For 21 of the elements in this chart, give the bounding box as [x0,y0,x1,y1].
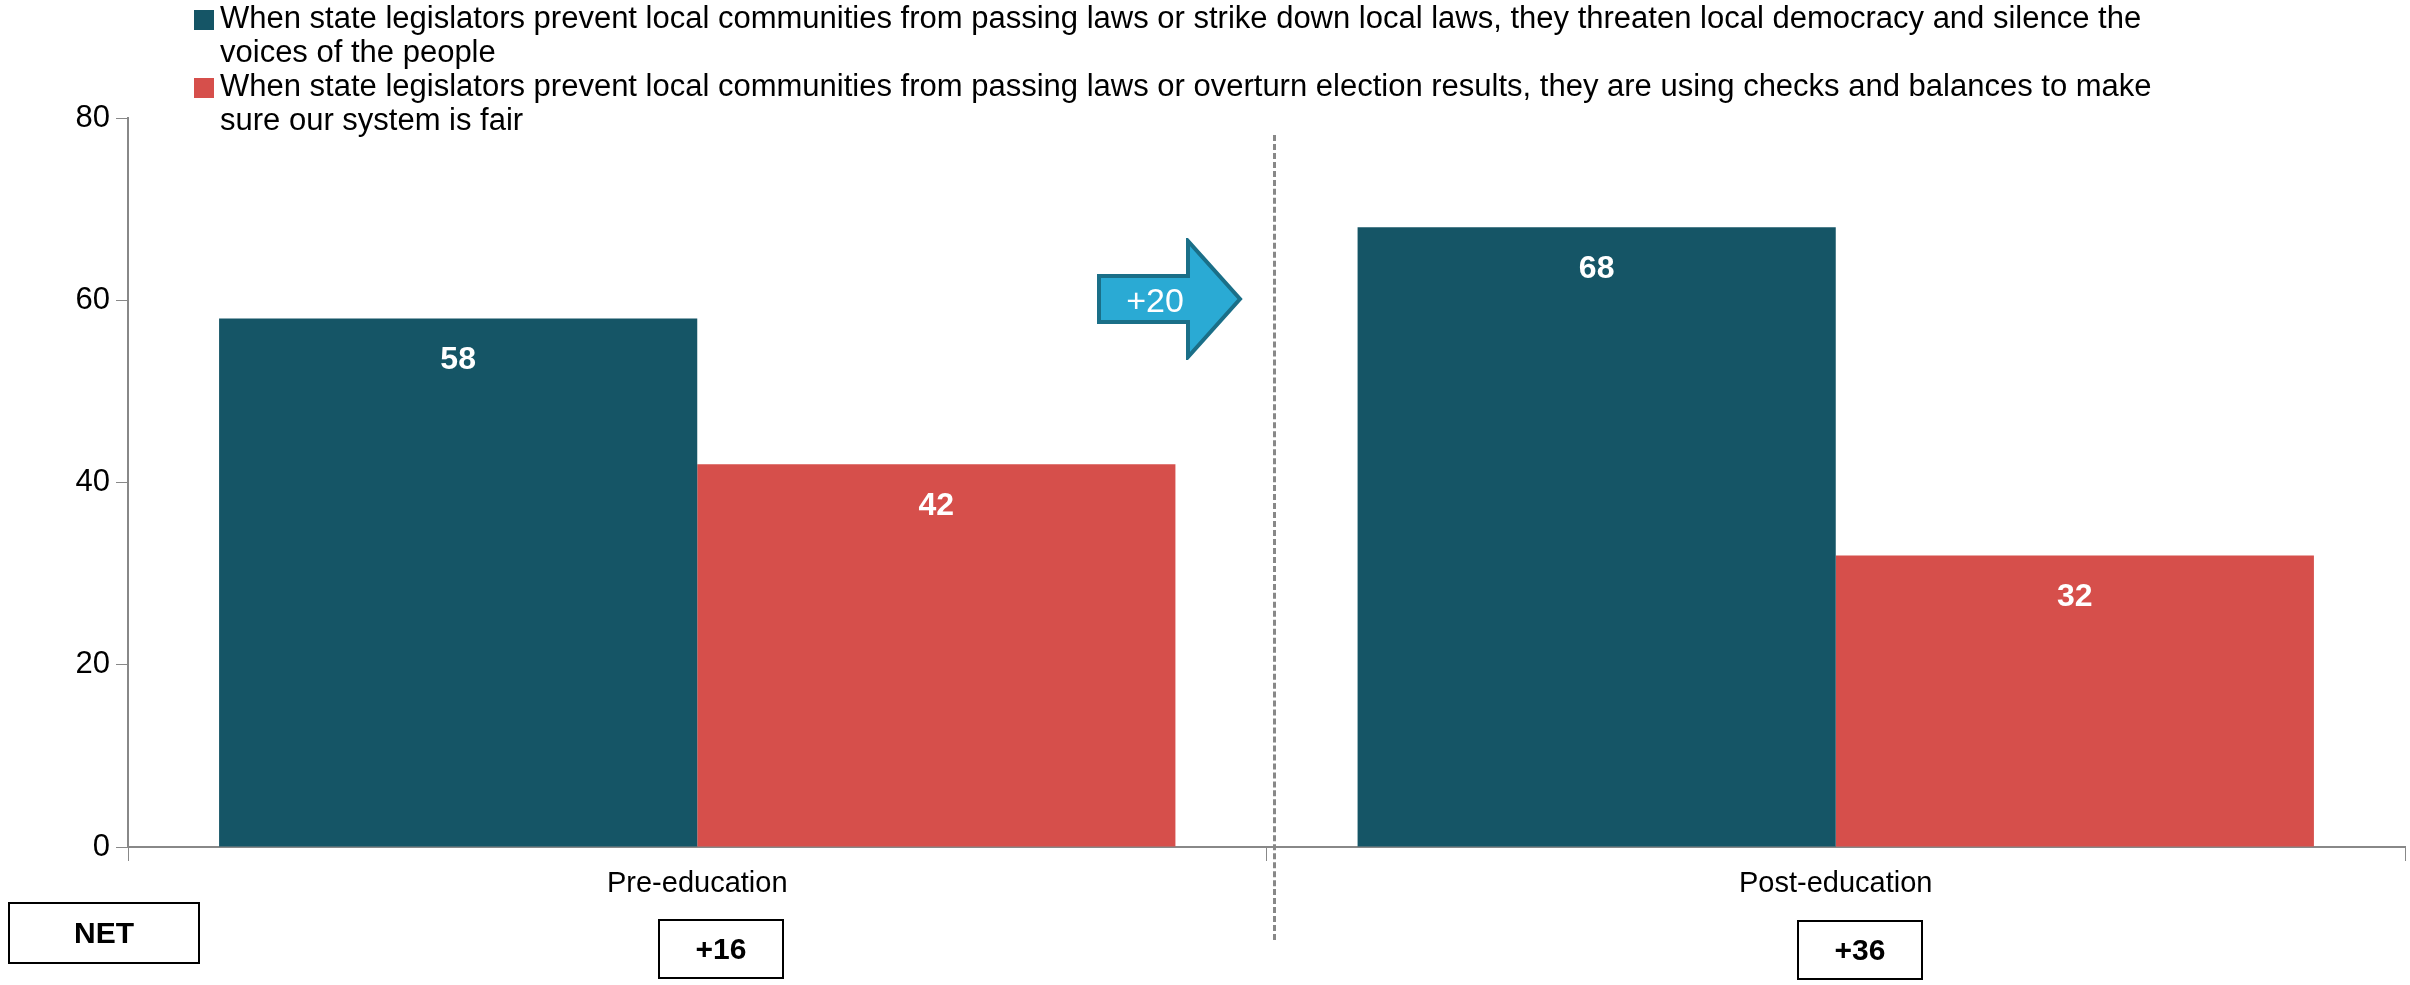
bar [697,464,1176,847]
bar [1357,227,1836,847]
legend-label: When state legislators prevent local communities from passing laws or overturn election results, they are using checks and balances to make sure our system is fair [220,68,2152,138]
y-tick-label: 40 [75,463,110,499]
x-tick-label: Post-education [1739,866,1933,899]
text: NET [8,902,200,964]
y-tick-label: 20 [75,645,110,681]
y-tick-label: 0 [92,827,110,863]
text: +16 [658,919,784,979]
bar [1835,555,2314,847]
bar [219,318,698,847]
data-label: 58 [440,340,476,377]
y-tick-label: 80 [75,98,110,134]
data-label: 68 [1578,249,1615,286]
x-tick-label: Pre-education [606,866,788,899]
legend-label: When state legislators prevent local communities from passing laws or strike down local laws, they threaten local democracy and silence the voices of the people [220,0,2142,70]
annotation: +20 [1125,280,1185,321]
text: +36 [1797,920,1923,980]
data-label: 32 [2057,577,2093,614]
y-tick-label: 60 [75,280,110,316]
data-label: 42 [918,486,955,523]
